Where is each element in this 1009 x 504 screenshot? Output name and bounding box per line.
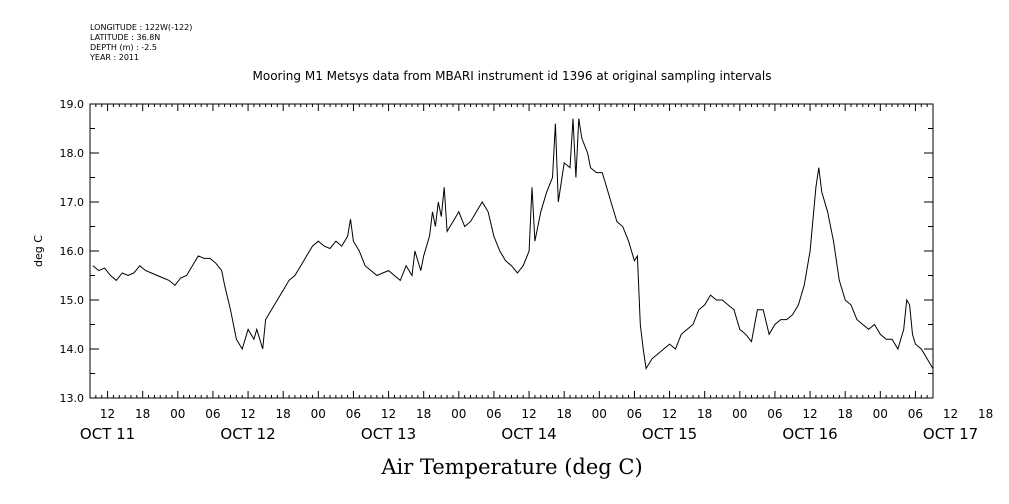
x-hour-tick-label: 12 xyxy=(802,407,817,421)
y-tick-label: 15.0 xyxy=(60,294,85,307)
x-hour-tick-label: 12 xyxy=(662,407,677,421)
x-hour-tick-label: 18 xyxy=(276,407,291,421)
x-hour-tick-label: 18 xyxy=(416,407,431,421)
x-axis: 12 18 00 06 12 18 00 06 12 18 00 06 12 18 00 06 12 18 00 06… xyxy=(80,104,993,443)
year-label: YEAR : 2011 xyxy=(89,53,139,62)
x-hour-tick-label: 00 xyxy=(311,407,326,421)
x-axis-label: Air Temperature (deg C) xyxy=(380,455,642,479)
x-hour-tick-label: 18 xyxy=(697,407,712,421)
latitude-label: LATITUDE : 36.8N xyxy=(90,33,160,42)
x-hour-tick-label: 18 xyxy=(557,407,572,421)
chart-title: Mooring M1 Metsys data from MBARI instru… xyxy=(253,69,772,83)
depth-label: DEPTH (m) : -2.5 xyxy=(90,43,157,52)
x-hour-tick-label: 06 xyxy=(486,407,501,421)
series-line xyxy=(92,118,934,394)
y-tick-label: 16.0 xyxy=(60,245,85,258)
x-day-label: OCT 12 xyxy=(220,425,275,443)
y-tick-label: 17.0 xyxy=(60,196,85,209)
x-hour-tick-label: 12 xyxy=(100,407,115,421)
x-day-label: OCT 16 xyxy=(782,425,837,443)
x-day-label: OCT 14 xyxy=(501,425,556,443)
longitude-label: LONGITUDE : 122W(-122) xyxy=(90,23,192,32)
y-axis-label: deg C xyxy=(32,235,45,267)
x-day-label: OCT 15 xyxy=(642,425,697,443)
x-hour-tick-label: 18 xyxy=(978,407,993,421)
x-hour-tick-label: 12 xyxy=(240,407,255,421)
x-day-label: OCT 11 xyxy=(80,425,135,443)
x-hour-tick-label: 18 xyxy=(135,407,150,421)
y-tick-label: 19.0 xyxy=(60,98,85,111)
x-hour-tick-label: 00 xyxy=(592,407,607,421)
y-tick-label: 13.0 xyxy=(60,392,85,405)
x-hour-tick-label: 12 xyxy=(521,407,536,421)
x-hour-tick-label: 00 xyxy=(451,407,466,421)
x-day-label: OCT 17 xyxy=(923,425,978,443)
y-axis: 13.0 14.0 15.0 16.0 17.0 18.0 19.0 xyxy=(60,98,933,405)
x-hour-tick-label: 00 xyxy=(170,407,185,421)
x-hour-tick-label: 06 xyxy=(627,407,642,421)
x-hour-tick-label: 12 xyxy=(943,407,958,421)
x-hour-tick-label: 06 xyxy=(908,407,923,421)
x-hour-tick-label: 06 xyxy=(205,407,220,421)
y-tick-label: 14.0 xyxy=(60,343,85,356)
x-hour-tick-label: 06 xyxy=(767,407,782,421)
plot-frame xyxy=(89,103,934,399)
x-hour-tick-label: 00 xyxy=(873,407,888,421)
x-hour-tick-label: 06 xyxy=(346,407,361,421)
x-hour-tick-label: 12 xyxy=(381,407,396,421)
x-hour-tick-label: 18 xyxy=(838,407,853,421)
x-day-label: OCT 13 xyxy=(361,425,416,443)
y-tick-label: 18.0 xyxy=(60,147,85,160)
x-hour-tick-label: 00 xyxy=(732,407,747,421)
